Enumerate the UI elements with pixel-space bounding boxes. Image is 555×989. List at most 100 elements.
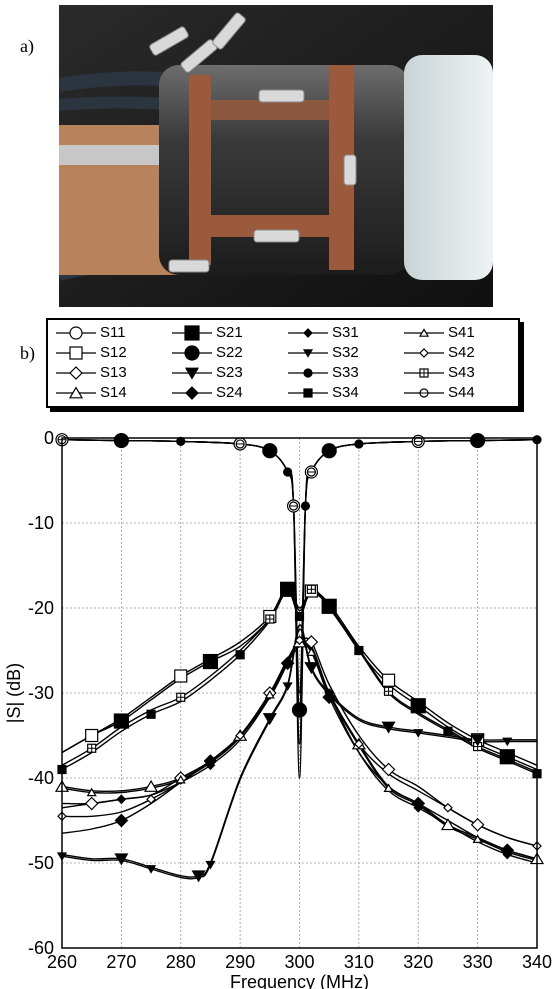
legend-marker-s33 [303,367,313,378]
legend-swatch-s24 [172,385,212,400]
x-axis-label: Frequency (MHz) [230,972,369,989]
legend-item-s31: S31 [288,324,359,341]
point-s41 [86,787,97,797]
legend-label-s31: S31 [332,324,359,341]
legend-marker-s22 [184,344,200,361]
point-s43 [383,686,394,696]
y-tick-label: -40 [28,768,54,788]
chart-frame [61,437,538,949]
legend-item-s24: S24 [172,384,243,401]
legend-marker-s43 [419,367,429,378]
point-s12 [381,673,396,687]
legend-swatch-s43 [404,367,444,378]
legend-marker-s21 [184,324,200,341]
series-markers-s24 [114,656,515,858]
legend-item-s41: S41 [404,324,475,341]
legend-swatch-s41 [404,327,444,337]
series-markers-s23 [114,662,485,883]
legend-label-s42: S42 [448,344,475,361]
point-s44 [288,501,299,511]
point-s23 [262,713,277,726]
legend-marker-s14 [68,385,84,398]
legend-swatch-s33 [288,367,328,378]
point-s44 [235,439,245,449]
point-s32 [502,737,513,747]
legend-item-s12: S12 [56,344,127,361]
series-markers-s21 [113,581,515,765]
legend-label-s11: S11 [100,324,126,341]
legend-marker-s42 [419,347,429,358]
point-s32 [282,682,293,691]
legend-label-s34: S34 [332,384,359,401]
point-s34 [354,645,364,656]
point-s43 [176,692,186,702]
point-s13 [84,796,99,811]
point-s33 [300,501,311,511]
legend-item-s43: S43 [404,364,475,381]
point-s43 [265,614,275,624]
point-s12 [85,728,99,743]
point-s32 [413,729,424,738]
legend-label-s13: S13 [100,364,127,381]
point-s24 [500,843,515,858]
series-markers-s22 [113,432,486,718]
x-tick-label: 330 [463,952,493,972]
legend-marker-s31 [303,327,313,338]
legend-label-s14: S14 [100,384,127,401]
legend-marker-s13 [69,365,83,380]
legend-swatch-s12 [56,345,96,360]
point-s22 [113,432,129,449]
legend-marker-s41 [418,327,430,337]
point-s24 [203,754,218,768]
y-tick-label: -30 [28,683,54,703]
x-tick-label: 260 [47,952,77,972]
series-markers-s42 [57,635,542,851]
point-s41 [264,689,275,699]
legend-swatch-s44 [404,387,444,398]
point-s24 [322,690,337,705]
legend-label-s24: S24 [216,384,243,401]
series-line-s44 [61,439,538,779]
y-axis-label: |S| (dB) [4,663,24,723]
legend-label-s33: S33 [332,364,359,381]
legend-item-s21: S21 [172,324,243,341]
legend-marker-s34 [303,387,313,398]
x-tick-label: 300 [284,952,314,972]
panel-label-b: b) [20,343,35,363]
point-s41 [306,647,317,656]
coil-photo-drawing [59,5,493,307]
coil-photo [59,5,493,307]
legend-marker-s24 [185,385,199,400]
point-s32 [205,860,216,870]
legend-item-s34: S34 [288,384,359,401]
point-s13 [381,762,396,777]
legend-item-s13: S13 [56,364,127,381]
legend-marker-s44 [419,387,429,398]
point-s22 [291,702,308,718]
legend-item-s44: S44 [404,384,475,401]
y-tick-label: -10 [28,513,54,533]
y-tick-label: -20 [28,598,54,618]
point-s22 [321,443,337,459]
y-tick-label: 0 [44,428,54,448]
legend-item-s22: S22 [172,344,243,361]
legend-marker-s23 [184,367,200,380]
legend-swatch-s23 [172,367,212,380]
point-s21 [321,598,337,614]
legend-swatch-s13 [56,365,96,380]
chart-tick-labels: 260 270 280 290 300 310 320 330 340 0 -10 -20 -30 -40… [28,428,552,972]
legend-label-s23: S23 [216,364,243,381]
legend-item-s33: S33 [288,364,359,381]
legend-swatch-s31 [288,327,328,338]
point-s42 [235,730,245,741]
point-s41 [383,783,394,792]
point-s32 [146,865,157,874]
point-s14 [144,779,159,792]
x-tick-label: 310 [344,952,374,972]
y-tick-label: -60 [28,938,54,958]
legend-label-s41: S41 [448,324,475,341]
point-s14 [440,818,455,831]
series-line-s12 [61,586,538,766]
x-tick-label: 270 [106,952,136,972]
legend-swatch-s32 [288,348,328,358]
